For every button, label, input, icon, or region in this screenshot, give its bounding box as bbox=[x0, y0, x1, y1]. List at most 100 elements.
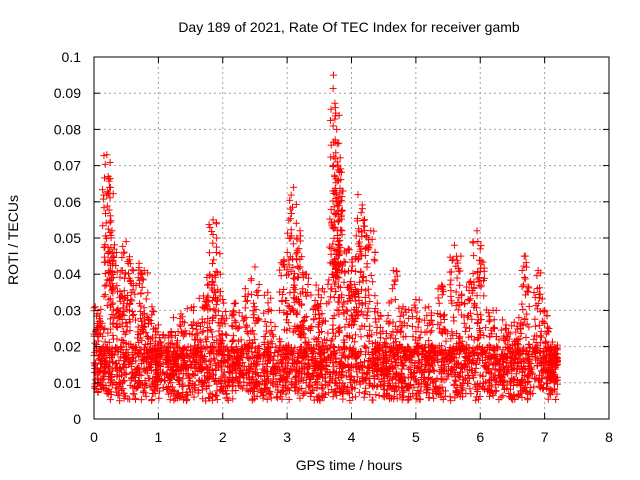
data-point bbox=[366, 391, 374, 399]
data-point bbox=[331, 104, 339, 112]
data-point bbox=[213, 234, 221, 242]
data-point bbox=[101, 160, 109, 168]
data-point bbox=[428, 327, 436, 335]
data-point bbox=[473, 227, 481, 235]
data-point bbox=[388, 285, 396, 293]
data-point bbox=[336, 323, 344, 331]
x-tick-label: 6 bbox=[476, 429, 484, 445]
data-point bbox=[523, 287, 531, 295]
data-point bbox=[456, 281, 464, 289]
data-point bbox=[416, 396, 424, 404]
data-point bbox=[361, 226, 369, 234]
data-point bbox=[229, 337, 237, 345]
data-point bbox=[329, 321, 337, 329]
data-point bbox=[396, 312, 404, 320]
y-tick-label: 0.02 bbox=[54, 339, 81, 355]
data-point bbox=[356, 358, 364, 366]
x-tick-label: 5 bbox=[412, 429, 420, 445]
data-point bbox=[327, 105, 335, 113]
data-point bbox=[251, 263, 259, 271]
data-point bbox=[447, 276, 455, 284]
data-point bbox=[501, 325, 509, 333]
data-point bbox=[326, 293, 334, 301]
data-point bbox=[249, 327, 257, 335]
data-point bbox=[122, 319, 130, 327]
data-point bbox=[169, 314, 177, 322]
data-point bbox=[319, 285, 327, 293]
data-point bbox=[109, 320, 117, 328]
data-point bbox=[254, 287, 262, 295]
data-point bbox=[439, 395, 447, 403]
data-point bbox=[391, 335, 399, 343]
data-point bbox=[165, 339, 173, 347]
data-point bbox=[371, 248, 379, 256]
data-point bbox=[367, 271, 375, 279]
data-point bbox=[348, 267, 355, 275]
data-point bbox=[142, 295, 150, 303]
data-point bbox=[127, 295, 135, 303]
data-point bbox=[120, 249, 128, 257]
data-point bbox=[530, 383, 538, 391]
data-point bbox=[222, 307, 230, 315]
y-tick-label: 0.1 bbox=[62, 49, 82, 65]
data-point bbox=[294, 369, 302, 377]
data-point bbox=[338, 207, 346, 215]
data-point bbox=[329, 85, 337, 93]
data-point bbox=[552, 396, 560, 404]
data-point bbox=[371, 308, 379, 316]
data-point bbox=[261, 317, 269, 325]
data-point bbox=[536, 332, 544, 340]
data-point bbox=[389, 267, 397, 275]
data-point bbox=[250, 299, 258, 307]
data-point bbox=[241, 304, 249, 312]
data-point bbox=[480, 264, 488, 272]
data-point bbox=[209, 239, 217, 247]
data-point bbox=[264, 307, 272, 315]
data-point bbox=[232, 299, 240, 307]
data-point bbox=[217, 383, 225, 391]
data-point bbox=[106, 158, 114, 166]
data-point bbox=[461, 327, 469, 335]
data-point bbox=[446, 281, 454, 289]
x-axis-label: GPS time / hours bbox=[296, 457, 403, 473]
y-tick-label: 0.03 bbox=[54, 302, 81, 318]
data-point bbox=[462, 323, 470, 331]
data-point bbox=[340, 278, 348, 286]
data-point bbox=[271, 323, 279, 331]
data-point bbox=[102, 281, 110, 289]
y-tick-label: 0.04 bbox=[54, 266, 81, 282]
data-point bbox=[531, 315, 539, 323]
data-point bbox=[465, 296, 473, 304]
data-point bbox=[344, 388, 352, 396]
data-point bbox=[229, 395, 237, 403]
grid-lines bbox=[94, 57, 609, 419]
data-point bbox=[103, 202, 111, 210]
data-point bbox=[242, 297, 250, 305]
data-point bbox=[523, 310, 531, 318]
data-point bbox=[183, 305, 191, 313]
data-point bbox=[524, 283, 532, 291]
data-point bbox=[192, 331, 200, 339]
data-point bbox=[360, 216, 368, 224]
data-point bbox=[129, 390, 137, 398]
data-point bbox=[371, 257, 379, 265]
data-point bbox=[438, 291, 446, 299]
data-point bbox=[470, 252, 478, 260]
x-tick-label: 0 bbox=[90, 429, 98, 445]
data-point bbox=[465, 324, 473, 332]
data-point bbox=[413, 308, 421, 316]
data-point bbox=[450, 313, 458, 321]
data-point bbox=[310, 315, 318, 323]
data-point bbox=[95, 368, 103, 376]
data-point bbox=[275, 306, 283, 314]
data-point bbox=[477, 242, 485, 250]
data-point bbox=[224, 396, 232, 404]
data-point bbox=[369, 278, 377, 286]
data-point bbox=[283, 248, 291, 256]
data-point bbox=[473, 310, 481, 318]
data-point bbox=[412, 296, 420, 304]
data-point bbox=[189, 370, 197, 378]
data-point bbox=[338, 303, 346, 311]
data-point bbox=[130, 311, 138, 319]
data-point bbox=[375, 392, 383, 400]
